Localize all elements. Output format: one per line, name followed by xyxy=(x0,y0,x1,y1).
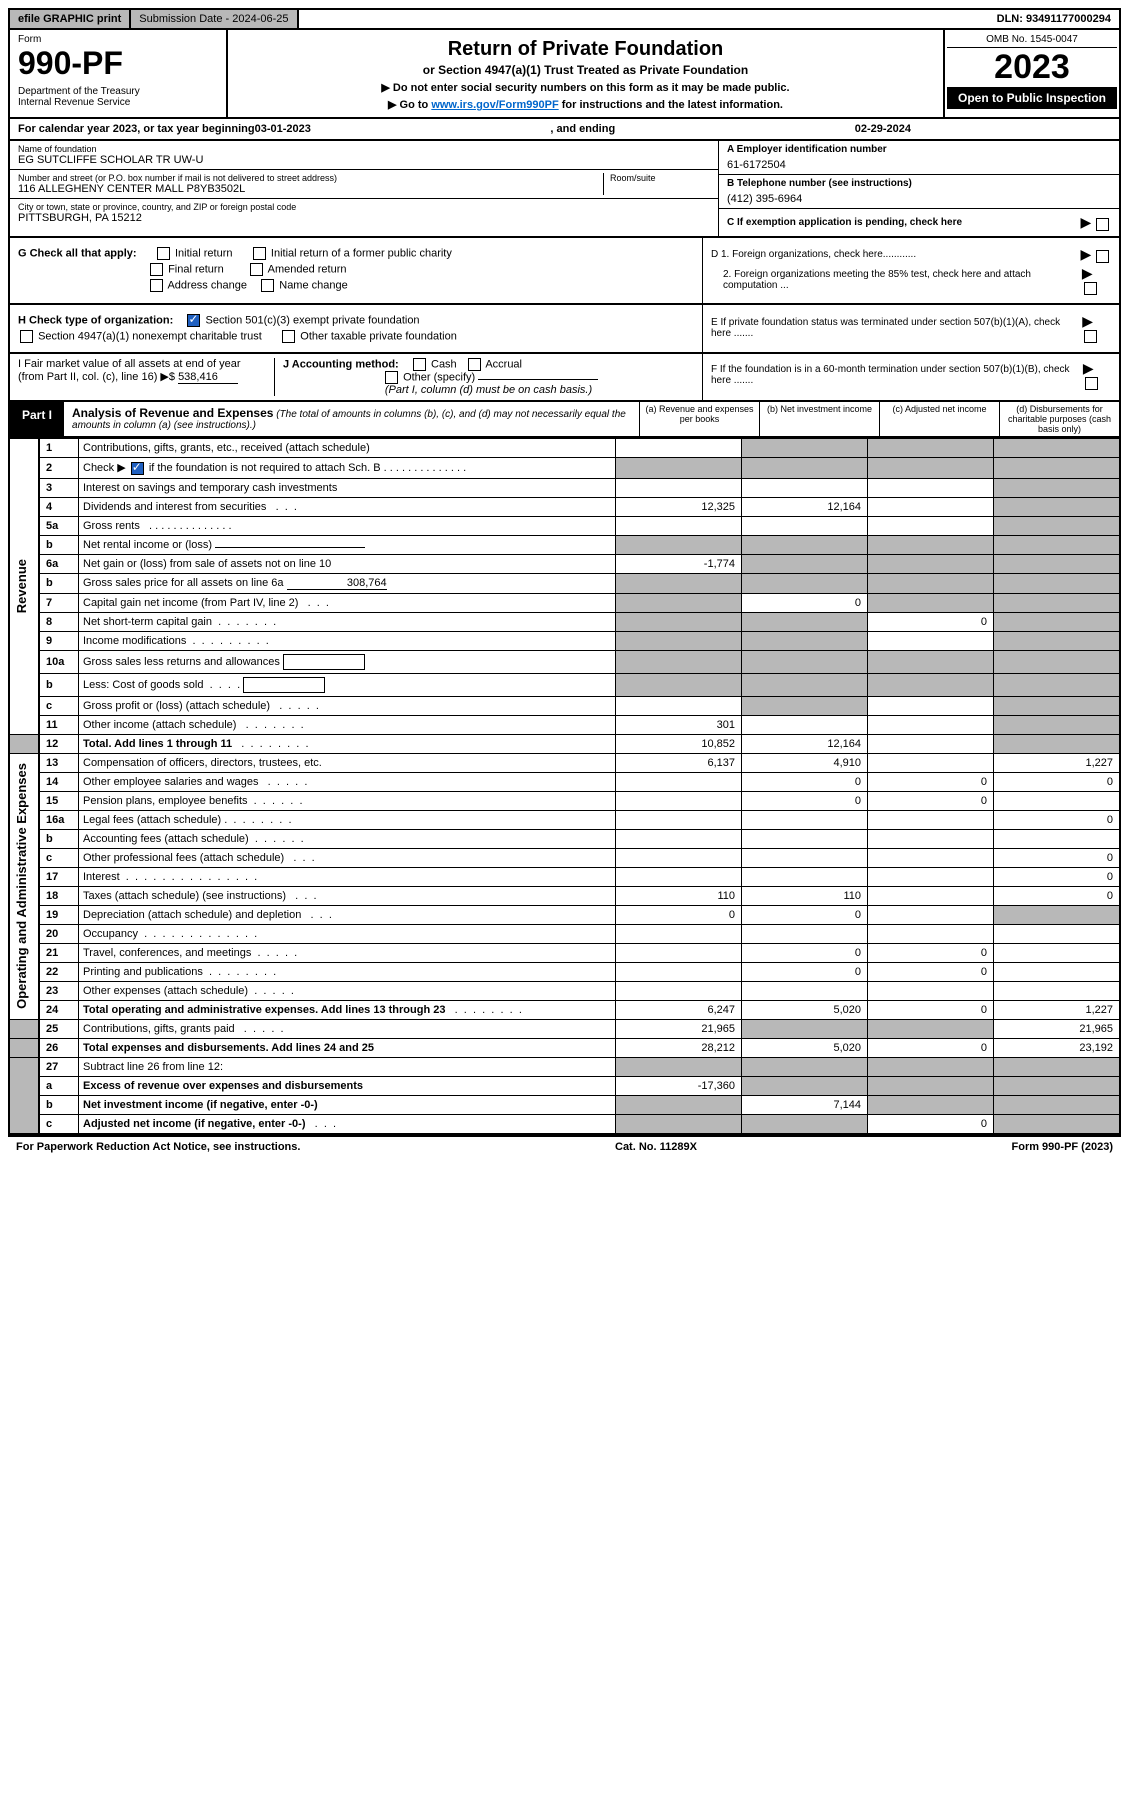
omb: OMB No. 1545-0047 xyxy=(947,32,1117,48)
address: 116 ALLEGHENY CENTER MALL P8YB3502L xyxy=(18,183,603,195)
note-2: ▶ Go to www.irs.gov/Form990PF for instru… xyxy=(234,98,937,111)
d2-checkbox[interactable] xyxy=(1084,282,1097,295)
cash-checkbox[interactable] xyxy=(413,358,426,371)
ein-label: A Employer identification number xyxy=(727,144,1111,155)
cat-no: Cat. No. 11289X xyxy=(615,1141,697,1153)
amended-return-checkbox[interactable] xyxy=(250,263,263,276)
e-checkbox[interactable] xyxy=(1084,330,1097,343)
top-bar: efile GRAPHIC print Submission Date - 20… xyxy=(8,8,1121,30)
city-label: City or town, state or province, country… xyxy=(18,202,710,212)
other-method-checkbox[interactable] xyxy=(385,371,398,384)
paperwork-notice: For Paperwork Reduction Act Notice, see … xyxy=(16,1141,300,1153)
d1-checkbox[interactable] xyxy=(1096,250,1109,263)
form-ref: Form 990-PF (2023) xyxy=(1012,1141,1113,1153)
4947-checkbox[interactable] xyxy=(20,330,33,343)
calendar-year-row: For calendar year 2023, or tax year begi… xyxy=(8,119,1121,141)
revenue-side-label: Revenue xyxy=(14,559,29,613)
col-a-head: (a) Revenue and expenses per books xyxy=(639,402,759,436)
f-checkbox[interactable] xyxy=(1085,377,1098,390)
part1-table: Revenue 1 Contributions, gifts, grants, … xyxy=(8,438,1121,1135)
phone-label: B Telephone number (see instructions) xyxy=(727,178,1111,189)
col-d-head: (d) Disbursements for charitable purpose… xyxy=(999,402,1119,436)
fmv-value: 538,416 xyxy=(178,371,238,384)
tax-year: 2023 xyxy=(947,48,1117,87)
footer: For Paperwork Reduction Act Notice, see … xyxy=(8,1135,1121,1157)
other-taxable-checkbox[interactable] xyxy=(282,330,295,343)
501c3-checkbox[interactable] xyxy=(187,314,200,327)
efile-label[interactable]: efile GRAPHIC print xyxy=(10,10,131,28)
accrual-checkbox[interactable] xyxy=(468,358,481,371)
schb-checkbox[interactable] xyxy=(131,462,144,475)
note-1: ▶ Do not enter social security numbers o… xyxy=(234,81,937,94)
initial-return-checkbox[interactable] xyxy=(157,247,170,260)
submission-date: Submission Date - 2024-06-25 xyxy=(131,10,298,28)
exemption-checkbox[interactable] xyxy=(1096,218,1109,231)
j-label: J Accounting method: xyxy=(283,358,399,370)
name-label: Name of foundation xyxy=(18,144,710,154)
initial-former-checkbox[interactable] xyxy=(253,247,266,260)
entity-block: Name of foundation EG SUTCLIFFE SCHOLAR … xyxy=(8,141,1121,238)
dln: DLN: 93491177000294 xyxy=(989,10,1119,28)
ij-section: I Fair market value of all assets at end… xyxy=(8,354,1121,402)
form-header: Form 990-PF Department of the Treasury I… xyxy=(8,30,1121,119)
year-begin: 03-01-2023 xyxy=(255,123,311,135)
d2-label: 2. Foreign organizations meeting the 85%… xyxy=(711,269,1082,291)
arrow-icon: ▶ xyxy=(1080,214,1091,230)
e-label: E If private foundation status was termi… xyxy=(711,317,1082,339)
col-c-head: (c) Adjusted net income xyxy=(879,402,999,436)
f-label: F If the foundation is in a 60-month ter… xyxy=(711,364,1083,386)
check-section-g: G Check all that apply: Initial return I… xyxy=(8,238,1121,305)
form-title: Return of Private Foundation xyxy=(234,38,937,61)
dept: Department of the Treasury Internal Reve… xyxy=(18,86,218,108)
g-label: G Check all that apply: xyxy=(18,247,137,259)
col-b-head: (b) Net investment income xyxy=(759,402,879,436)
check-section-h: H Check type of organization: Section 50… xyxy=(8,305,1121,354)
form-word: Form xyxy=(18,34,218,45)
name-change-checkbox[interactable] xyxy=(261,279,274,292)
instructions-link[interactable]: www.irs.gov/Form990PF xyxy=(431,99,558,111)
part1-title: Analysis of Revenue and Expenses (The to… xyxy=(64,402,639,436)
room-label: Room/suite xyxy=(610,173,710,183)
d1-label: D 1. Foreign organizations, check here..… xyxy=(711,249,916,260)
part1-label: Part I xyxy=(10,402,64,436)
h-label: H Check type of organization: xyxy=(18,314,173,326)
exemption-pending-label: C If exemption application is pending, c… xyxy=(727,217,962,228)
j-note: (Part I, column (d) must be on cash basi… xyxy=(283,384,694,396)
ein: 61-6172504 xyxy=(727,159,1111,171)
form-subtitle: or Section 4947(a)(1) Trust Treated as P… xyxy=(234,63,937,77)
address-change-checkbox[interactable] xyxy=(150,279,163,292)
final-return-checkbox[interactable] xyxy=(150,263,163,276)
city: PITTSBURGH, PA 15212 xyxy=(18,212,710,224)
year-end: 02-29-2024 xyxy=(855,123,911,135)
phone: (412) 395-6964 xyxy=(727,193,1111,205)
part1-header: Part I Analysis of Revenue and Expenses … xyxy=(8,402,1121,438)
form-number: 990-PF xyxy=(18,45,218,82)
foundation-name: EG SUTCLIFFE SCHOLAR TR UW-U xyxy=(18,154,710,166)
addr-label: Number and street (or P.O. box number if… xyxy=(18,173,603,183)
open-inspection: Open to Public Inspection xyxy=(947,87,1117,109)
expenses-side-label: Operating and Administrative Expenses xyxy=(14,763,29,1009)
